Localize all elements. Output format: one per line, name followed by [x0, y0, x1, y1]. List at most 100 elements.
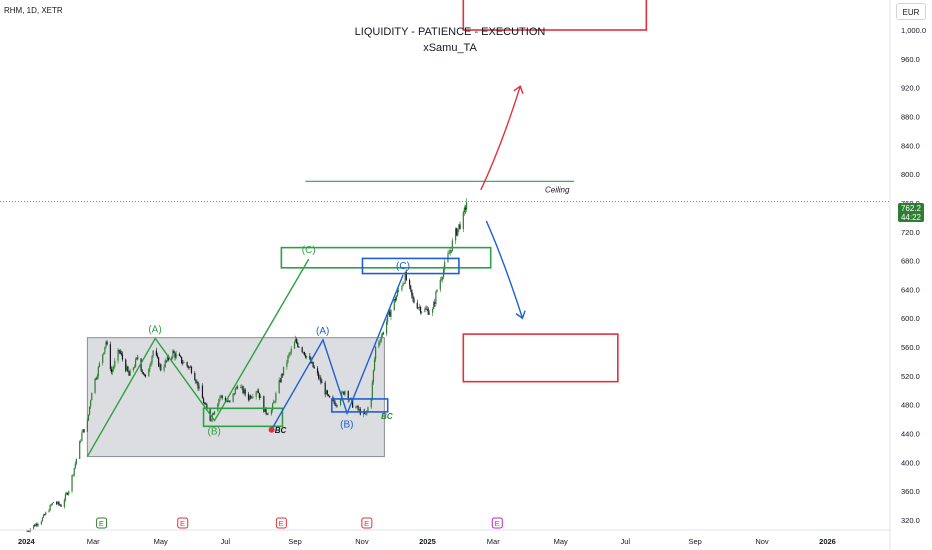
target-box-1[interactable] — [462, 0, 648, 31]
candle-body — [365, 413, 367, 415]
earnings-event-icon[interactable]: E — [96, 517, 108, 529]
blue-zone-1[interactable] — [330, 398, 389, 413]
candle-body — [352, 399, 354, 408]
candle-body — [432, 308, 434, 313]
chart-title: LIQUIDITY - PATIENCE - EXECUTION — [354, 26, 546, 38]
candle-body — [235, 387, 238, 389]
candle-body — [213, 411, 216, 415]
candle-body — [34, 525, 36, 527]
candle-body — [252, 396, 254, 398]
candle-body — [457, 228, 459, 236]
candle-body — [263, 396, 265, 412]
candle-body — [389, 311, 391, 317]
candle-body — [450, 250, 452, 252]
candle-body — [195, 380, 197, 383]
candle-body — [212, 413, 215, 415]
candle-body — [218, 399, 220, 404]
candle-body — [206, 404, 208, 410]
bearish-arrow-line[interactable] — [485, 220, 524, 319]
candle-body — [241, 386, 243, 388]
candle-body — [105, 341, 107, 347]
candle-body — [459, 224, 461, 229]
candle-body — [267, 413, 269, 415]
candle-body — [373, 359, 376, 371]
candle-body — [97, 366, 99, 376]
green-wave-line[interactable] — [86, 258, 310, 457]
candle-body — [395, 295, 398, 301]
candle-body — [436, 289, 438, 292]
target-box-2[interactable] — [462, 333, 619, 383]
candle-body — [129, 370, 131, 376]
candle-body — [117, 349, 119, 361]
candle-body — [428, 312, 430, 315]
candle-body — [175, 353, 177, 358]
x-tick-label: May — [554, 537, 568, 546]
earnings-event-icon[interactable]: E — [275, 517, 287, 529]
candle-body — [126, 366, 128, 371]
candle-body — [316, 368, 319, 374]
earnings-event-icon[interactable]: E — [177, 517, 189, 529]
y-tick-label: 440.0 — [901, 430, 920, 439]
candle-body — [81, 432, 83, 441]
y-tick-label: 1,000.0 — [901, 26, 926, 35]
candle-body — [151, 356, 153, 363]
candle-body — [27, 530, 29, 532]
candle-body — [194, 373, 196, 381]
currency-button[interactable]: EUR — [896, 3, 926, 20]
candle-body — [288, 353, 290, 356]
candle-body — [293, 342, 296, 349]
candle-body — [127, 366, 129, 372]
candle-body — [464, 207, 467, 210]
candle-body — [264, 408, 266, 412]
blue-wave-line[interactable] — [271, 274, 404, 429]
candle-body — [233, 393, 235, 395]
y-tick-label: 920.0 — [901, 84, 920, 93]
candle-body — [202, 398, 205, 404]
candle-body — [119, 351, 121, 354]
candle-body — [224, 397, 227, 402]
candle-body — [80, 440, 82, 442]
candle-body — [462, 212, 464, 229]
candle-body — [312, 361, 314, 368]
green-zone-1[interactable] — [202, 407, 284, 428]
candle-body — [148, 369, 150, 377]
earnings-event-icon[interactable]: E — [361, 517, 373, 529]
candle-body — [451, 240, 453, 251]
candle-body — [204, 403, 206, 404]
candle-body — [106, 341, 108, 345]
candle-body — [144, 374, 147, 377]
candle-body — [143, 374, 145, 376]
candle-body — [220, 395, 222, 397]
candle-body — [309, 355, 311, 359]
candle-body — [141, 370, 143, 373]
y-tick-label: 880.0 — [901, 112, 920, 121]
candle-body — [385, 321, 388, 334]
candle-body — [135, 359, 137, 367]
y-tick-label: 520.0 — [901, 372, 920, 381]
candle-body — [433, 302, 435, 309]
candle-body — [402, 283, 404, 287]
candle-body — [48, 510, 50, 513]
x-tick-label: Sep — [688, 537, 701, 546]
candle-body — [33, 525, 35, 529]
candle-body — [172, 350, 174, 358]
candle-body — [347, 391, 349, 400]
candle-body — [120, 353, 122, 355]
candle-body — [155, 350, 158, 356]
range-box[interactable] — [86, 337, 385, 458]
candle-body — [304, 355, 307, 358]
blue-zone-2[interactable] — [361, 257, 460, 275]
candle-body — [35, 523, 37, 527]
candle-body — [321, 382, 323, 384]
candle-body — [68, 491, 70, 495]
candle-body — [355, 407, 357, 409]
candle-body — [137, 357, 139, 359]
green-zone-2[interactable] — [280, 246, 492, 269]
last-price-value: 762.2 — [900, 204, 922, 213]
candle-body — [416, 302, 418, 309]
bullish-arrow-line[interactable] — [480, 85, 521, 191]
candle-body — [36, 523, 38, 526]
earnings-event-icon[interactable]: E — [491, 517, 503, 529]
candle-body — [362, 411, 365, 415]
